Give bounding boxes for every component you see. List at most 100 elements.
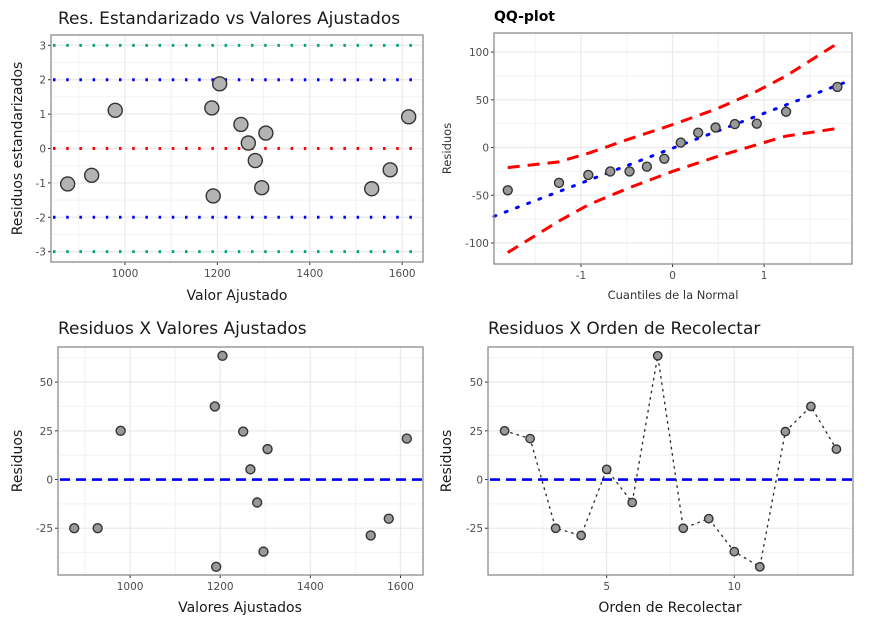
plot-area: 1000 1200 1400 1600 -3 -2 -1 0 1 2 3: [36, 34, 424, 280]
panel-border: [57, 346, 424, 576]
panel-border: [487, 346, 854, 576]
panel-qqplot: QQ-plot Cuantiles de la Normal Residuos …: [440, 9, 854, 302]
y-axis-label: Residuos estandarizados: [10, 62, 26, 236]
data-point: [641, 161, 653, 172]
panel-title: QQ-plot: [494, 9, 555, 25]
data-point: [550, 523, 561, 534]
panel-title: Residuos X Valores Ajustados: [58, 319, 307, 339]
panel-title: Res. Estandarizado vs Valores Ajustados: [58, 9, 400, 29]
data-point: [92, 523, 103, 534]
y-tick-label: 0: [46, 475, 53, 487]
x-tick-label: 1400: [297, 581, 324, 593]
y-tick-label: -2: [36, 212, 46, 224]
plot-area: -1 0 1 -100 -50 0 50 100: [465, 32, 854, 282]
y-tick-label: 50: [476, 95, 489, 107]
x-tick-label: 1000: [117, 581, 144, 593]
data-point: [832, 81, 843, 93]
data-point: [238, 426, 249, 437]
data-point: [365, 530, 376, 541]
panel-title: Residuos X Orden de Recolectar: [488, 319, 760, 339]
plot-area: 5 10 -25 0 25 50: [466, 346, 854, 593]
data-point: [383, 513, 394, 524]
y-tick-label: 3: [39, 40, 46, 52]
x-axis-label: Orden de Recolectar: [598, 600, 742, 616]
data-point: [251, 497, 263, 508]
y-axis-label: Residuos: [10, 430, 26, 493]
y-tick-label: 25: [470, 426, 483, 438]
y-tick-label: -25: [36, 523, 53, 535]
data-point: [258, 125, 274, 141]
y-axis-label: Residuos: [439, 430, 455, 493]
y-tick-label: 100: [469, 47, 489, 59]
y-tick-label: -25: [466, 523, 483, 535]
data-point: [659, 153, 670, 165]
data-point: [401, 433, 412, 444]
panel-std-residuals: Res. Estandarizado vs Valores Ajustados …: [10, 9, 424, 304]
y-tick-label: 25: [40, 426, 53, 438]
panel-border: [50, 34, 424, 263]
x-tick-label: 1600: [389, 268, 416, 280]
x-tick-label: -1: [576, 270, 586, 282]
data-point: [576, 530, 587, 541]
data-point: [729, 118, 741, 130]
data-point: [254, 180, 270, 196]
data-point: [59, 176, 76, 192]
panel-resid-order: Residuos X Orden de Recolectar Orden de …: [439, 319, 854, 616]
x-tick-label: 1000: [112, 268, 139, 280]
data-point: [502, 185, 513, 196]
qq-reference-line: [492, 78, 854, 218]
x-tick-label: 1: [761, 270, 768, 282]
y-tick-label: -100: [465, 238, 489, 250]
data-point: [678, 523, 689, 534]
data-point: [710, 122, 721, 133]
data-point: [499, 425, 510, 436]
confidence-band-lower: [506, 126, 838, 254]
data-point: [805, 401, 816, 412]
data-point: [703, 513, 714, 524]
y-tick-label: 2: [39, 75, 46, 87]
x-tick-label: 5: [603, 581, 610, 593]
data-point: [624, 166, 635, 177]
data-point: [605, 166, 616, 177]
data-point: [210, 561, 222, 573]
y-tick-label: 0: [482, 143, 489, 155]
x-axis-label: Cuantiles de la Normal: [608, 288, 739, 302]
x-tick-label: 1600: [387, 581, 414, 593]
data-point: [107, 102, 123, 119]
x-axis-label: Valores Ajustados: [178, 600, 302, 616]
data-point: [69, 523, 80, 534]
panel-border: [493, 32, 853, 265]
data-point: [262, 443, 273, 455]
y-tick-label: -50: [472, 190, 489, 202]
x-tick-label: 1200: [207, 581, 234, 593]
x-tick-label: 1400: [296, 268, 323, 280]
data-point: [754, 561, 765, 572]
data-point: [751, 118, 762, 129]
data-point: [240, 135, 257, 151]
data-point: [205, 188, 221, 204]
y-tick-label: -3: [36, 247, 46, 259]
data-point: [115, 425, 126, 436]
data-point: [204, 100, 220, 116]
y-tick-label: 50: [470, 377, 483, 389]
data-point: [400, 109, 417, 125]
data-point: [364, 181, 380, 197]
y-tick-label: 1: [39, 109, 46, 121]
data-point: [780, 426, 791, 437]
data-point: [83, 167, 100, 184]
data-point: [209, 401, 221, 412]
data-point: [692, 127, 704, 138]
data-point: [553, 177, 565, 189]
data-point: [583, 169, 594, 181]
confidence-band-upper: [507, 42, 839, 170]
data-point: [217, 350, 228, 361]
data-point: [675, 137, 686, 148]
data-point: [831, 444, 842, 455]
y-tick-label: 0: [39, 144, 46, 156]
data-point: [245, 464, 256, 475]
data-point: [525, 433, 536, 444]
x-tick-label: 0: [669, 270, 676, 282]
x-axis-label: Valor Ajustado: [187, 288, 288, 304]
data-point: [258, 546, 269, 557]
